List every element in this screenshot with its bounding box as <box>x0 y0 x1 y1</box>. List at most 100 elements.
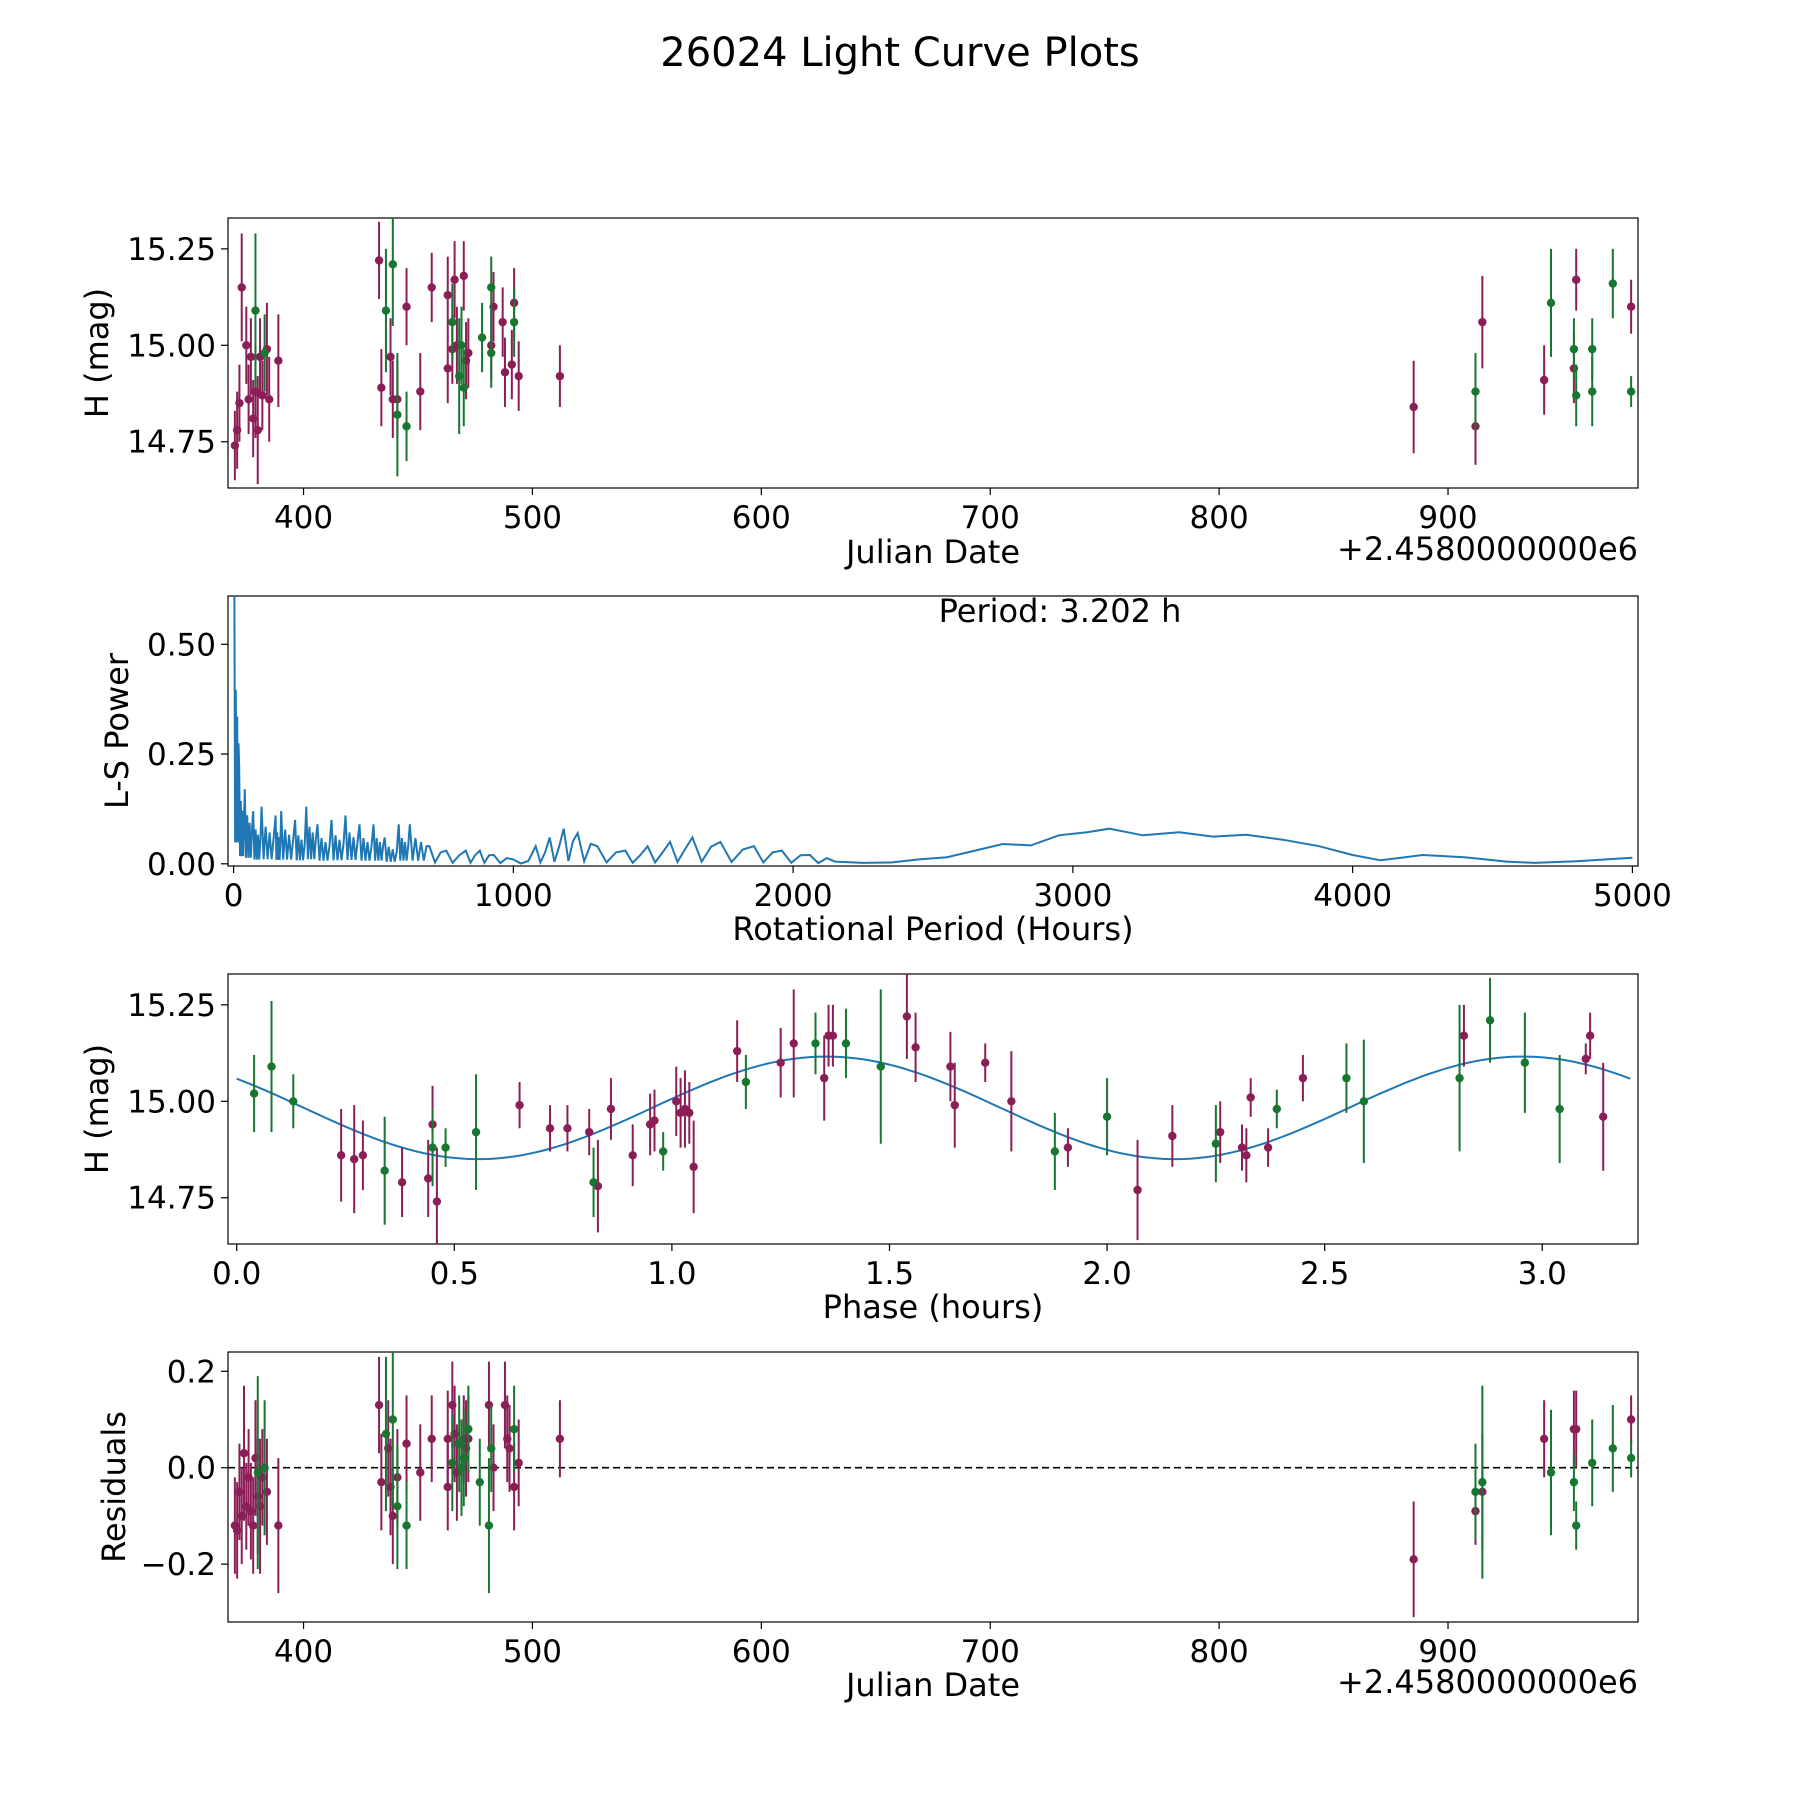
lightcurve-point-1 <box>507 360 517 369</box>
lightcurve-point-2 <box>487 283 496 292</box>
phased-ytick-label: 15.00 <box>127 1084 216 1120</box>
phased-point-1 <box>606 1104 616 1114</box>
lightcurve-point-1 <box>274 356 283 365</box>
phased-point-2 <box>380 1166 389 1175</box>
lightcurve-point-1 <box>244 395 253 404</box>
residuals-point-2 <box>381 1429 391 1439</box>
phased-point-1 <box>423 1174 433 1183</box>
phased-point-2 <box>289 1097 298 1106</box>
phased-point-2 <box>741 1077 751 1087</box>
phased-xtick-label: 1.0 <box>647 1256 696 1292</box>
periodogram-xtick-label: 4000 <box>1313 878 1392 914</box>
phased-point-1 <box>950 1100 959 1110</box>
residuals-point-1 <box>402 1439 411 1448</box>
lightcurve-point-1 <box>443 364 452 373</box>
phased-point-2 <box>811 1039 820 1048</box>
lightcurve-xtick-label: 700 <box>961 500 1020 536</box>
residuals-ytick-label: −0.2 <box>141 1547 216 1583</box>
residuals-point-2 <box>509 1424 519 1434</box>
residuals-point-1 <box>1539 1434 1549 1443</box>
axes-frame-residuals <box>227 1351 1639 1623</box>
lightcurve-point-1 <box>402 302 411 311</box>
panel-phased: 0.0 0.5 1.0 1.5 2.0 2.5 3.0 14.75 15.00 15.25 Pha… <box>78 973 1639 1326</box>
residuals-point-2 <box>487 1444 496 1453</box>
residuals-point-1 <box>377 1477 386 1487</box>
axes-frame-lightcurve <box>227 217 1639 489</box>
lightcurve-point-1 <box>265 395 274 404</box>
residuals-xtick-label: 500 <box>503 1634 562 1670</box>
lightcurve-xtick-label: 600 <box>732 500 791 536</box>
phased-point-2 <box>267 1062 276 1071</box>
phased-ylabel: H (mag) <box>78 1044 116 1174</box>
residuals-point-1 <box>374 1400 384 1410</box>
lightcurve-ytick-label: 15.00 <box>127 328 216 364</box>
residuals-point-1 <box>1571 1424 1581 1434</box>
residuals-point-2 <box>1571 1521 1581 1530</box>
residuals-point-1 <box>388 1511 398 1521</box>
phased-point-2 <box>428 1143 437 1152</box>
lightcurve-point-1 <box>464 348 473 358</box>
residuals-point-2 <box>459 1453 468 1463</box>
phased-point-1 <box>515 1100 524 1110</box>
residuals-offset-label: +2.4580000000e6 <box>1337 1663 1638 1701</box>
phased-point-1 <box>685 1108 694 1118</box>
phased-point-2 <box>1485 1016 1495 1025</box>
residuals-xtick-label: 400 <box>274 1634 333 1670</box>
lightcurve-point-1 <box>1409 402 1418 412</box>
lightcurve-point-1 <box>1626 302 1636 311</box>
phased-point-2 <box>1272 1104 1281 1114</box>
phased-point-1 <box>358 1151 368 1160</box>
periodogram-line <box>233 595 1633 866</box>
phased-point-1 <box>1598 1112 1608 1121</box>
periodogram-ytick-label: 0.00 <box>147 847 216 883</box>
phased-point-1 <box>1263 1143 1273 1152</box>
phased-point-2 <box>471 1127 481 1137</box>
residuals-point-2 <box>1569 1477 1579 1487</box>
phased-point-2 <box>1342 1073 1351 1083</box>
lightcurve-offset-label: +2.4580000000e6 <box>1337 530 1638 568</box>
phased-point-1 <box>789 1039 798 1048</box>
phased-points <box>249 974 1608 1244</box>
lightcurve-xtick-label: 400 <box>274 500 333 536</box>
lightcurve-point-1 <box>386 352 395 362</box>
phased-point-2 <box>1455 1073 1464 1083</box>
lightcurve-ticks: 400 500 600 700 800 900 14.75 15.00 15.25 <box>127 232 1477 536</box>
lightcurve-xtick-label: 800 <box>1190 500 1249 536</box>
periodogram-xtick-label: 1000 <box>474 878 553 914</box>
phased-point-1 <box>650 1116 659 1125</box>
phased-point-1 <box>911 1043 920 1052</box>
phased-point-2 <box>589 1178 598 1187</box>
residuals-ytick-label: 0.0 <box>167 1451 216 1487</box>
periodogram-ytick-label: 0.50 <box>147 627 216 663</box>
lightcurve-point-1 <box>555 371 565 381</box>
phased-point-1 <box>689 1162 698 1172</box>
phased-point-1 <box>336 1151 346 1160</box>
phased-ticks: 0.0 0.5 1.0 1.5 2.0 2.5 3.0 14.75 15.00 15.25 <box>127 988 1567 1292</box>
phased-point-1 <box>1242 1151 1251 1160</box>
lightcurve-point-2 <box>251 306 260 315</box>
lightcurve-point-2 <box>1569 344 1579 354</box>
phased-point-2 <box>1102 1112 1112 1121</box>
residuals-point-2 <box>484 1521 494 1530</box>
lightcurve-point-2 <box>260 348 269 358</box>
residuals-point-2 <box>475 1477 484 1487</box>
residuals-point-2 <box>1478 1477 1487 1487</box>
phased-point-1 <box>585 1127 594 1137</box>
lightcurve-point-2 <box>388 260 398 269</box>
lightcurve-point-2 <box>487 348 496 358</box>
phased-point-2 <box>1359 1097 1369 1106</box>
residuals-point-2 <box>1471 1487 1480 1497</box>
phased-point-1 <box>828 1031 838 1040</box>
residuals-point-2 <box>448 1458 457 1468</box>
panel-residuals: 400 500 600 700 800 900 −0.2 0.0 0.2 Julian Date… <box>95 1351 1639 1704</box>
residuals-point-1 <box>1409 1555 1418 1564</box>
lightcurve-point-2 <box>381 306 391 315</box>
lightcurve-point-2 <box>509 317 519 327</box>
residuals-point-2 <box>393 1502 402 1511</box>
phased-point-2 <box>1520 1058 1530 1067</box>
periodogram-ylabel: L-S Power <box>98 652 136 809</box>
residuals-point-2 <box>1608 1444 1618 1453</box>
phased-point-1 <box>946 1062 955 1071</box>
residuals-point-1 <box>505 1444 514 1453</box>
